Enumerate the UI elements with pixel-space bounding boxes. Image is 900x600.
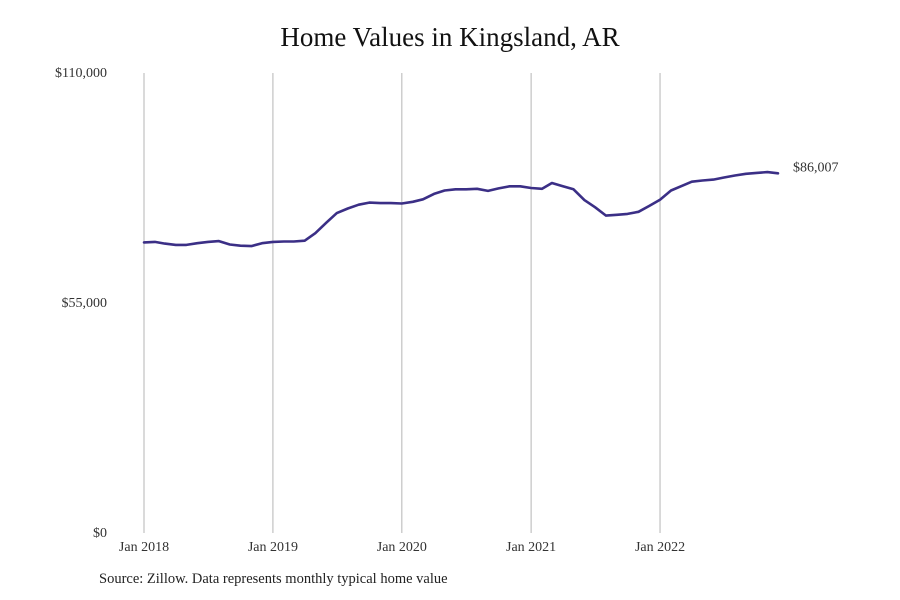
x-tick-label: Jan 2022 bbox=[635, 540, 685, 555]
source-note: Source: Zillow. Data represents monthly … bbox=[99, 571, 448, 587]
x-tick-label: Jan 2021 bbox=[506, 540, 556, 555]
x-tick-label: Jan 2020 bbox=[377, 540, 427, 555]
x-tick-label: Jan 2018 bbox=[119, 540, 169, 555]
x-axis-tick-labels: Jan 2018 Jan 2019 Jan 2020 Jan 2021 Jan 2022 bbox=[119, 540, 685, 555]
y-tick-label: $110,000 bbox=[55, 66, 107, 81]
end-value-label: $86,007 bbox=[793, 160, 839, 175]
series-layer bbox=[142, 170, 780, 248]
y-tick-label: $0 bbox=[93, 526, 107, 541]
y-axis-tick-labels: $0 $55,000 $110,000 bbox=[55, 66, 107, 541]
chart-title: Home Values in Kingsland, AR bbox=[280, 22, 620, 52]
series-line bbox=[142, 170, 780, 248]
grid-lines bbox=[143, 73, 661, 533]
y-tick-label: $55,000 bbox=[62, 296, 108, 311]
end-label-layer: $86,007 bbox=[793, 160, 839, 175]
x-tick-label: Jan 2019 bbox=[248, 540, 298, 555]
